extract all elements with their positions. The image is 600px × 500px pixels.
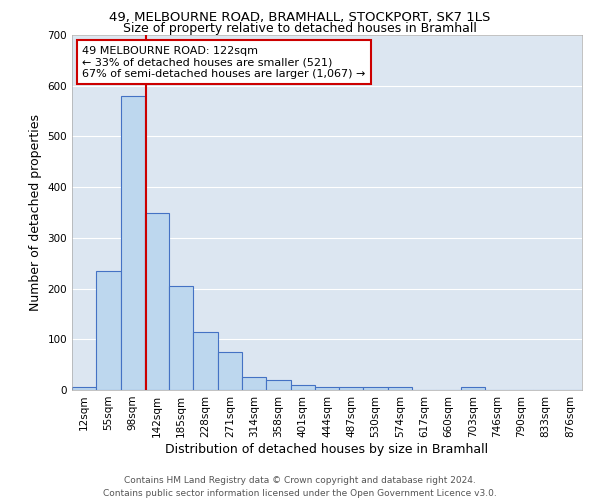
Bar: [388, 388, 412, 390]
Bar: [266, 380, 290, 390]
Bar: [364, 388, 388, 390]
Bar: [218, 352, 242, 390]
Y-axis label: Number of detached properties: Number of detached properties: [29, 114, 42, 311]
Text: 49 MELBOURNE ROAD: 122sqm
← 33% of detached houses are smaller (521)
67% of semi: 49 MELBOURNE ROAD: 122sqm ← 33% of detac…: [82, 46, 365, 79]
Text: 49, MELBOURNE ROAD, BRAMHALL, STOCKPORT, SK7 1LS: 49, MELBOURNE ROAD, BRAMHALL, STOCKPORT,…: [109, 11, 491, 24]
Bar: [145, 212, 169, 390]
Bar: [121, 96, 145, 390]
Bar: [242, 378, 266, 390]
Bar: [461, 388, 485, 390]
Bar: [193, 332, 218, 390]
Bar: [72, 388, 96, 390]
Bar: [315, 388, 339, 390]
Bar: [339, 388, 364, 390]
Text: Size of property relative to detached houses in Bramhall: Size of property relative to detached ho…: [123, 22, 477, 35]
Bar: [96, 271, 121, 390]
Bar: [169, 286, 193, 390]
Text: Contains HM Land Registry data © Crown copyright and database right 2024.
Contai: Contains HM Land Registry data © Crown c…: [103, 476, 497, 498]
Bar: [290, 385, 315, 390]
X-axis label: Distribution of detached houses by size in Bramhall: Distribution of detached houses by size …: [166, 442, 488, 456]
